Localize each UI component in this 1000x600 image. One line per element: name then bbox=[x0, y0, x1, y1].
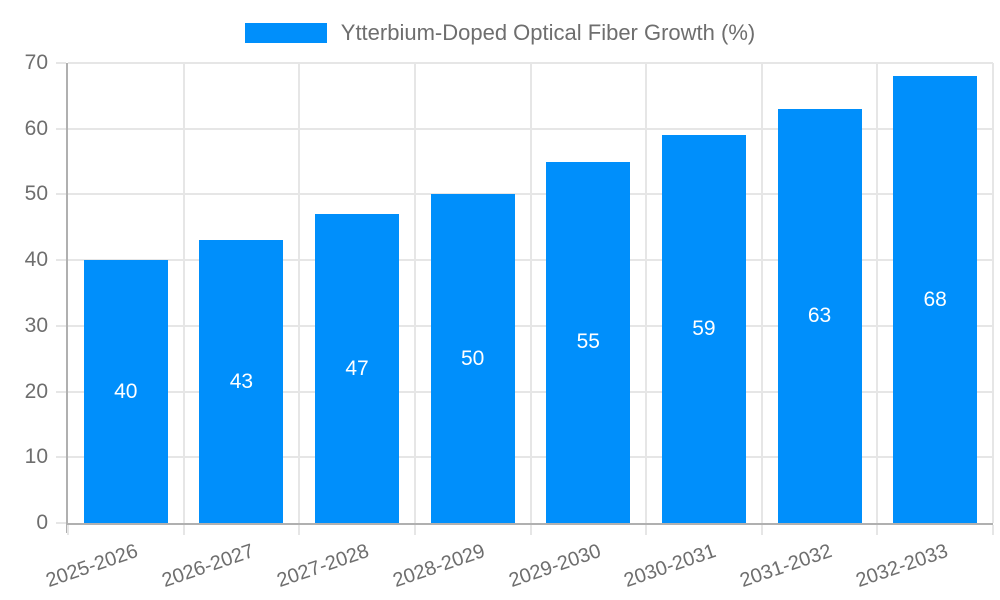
y-axis-tick bbox=[56, 127, 66, 130]
bar[interactable]: 43 bbox=[199, 240, 284, 523]
legend-marker bbox=[244, 23, 327, 43]
y-axis-tick-label: 40 bbox=[24, 248, 48, 272]
y-axis-tick bbox=[56, 193, 66, 196]
bar-value-label: 47 bbox=[345, 356, 369, 380]
y-axis-tick-label: 0 bbox=[36, 511, 48, 534]
x-axis-tick-label: 2031-2032 bbox=[737, 540, 835, 592]
gridline-vertical bbox=[876, 63, 879, 523]
x-axis-tick-label: 2025-2026 bbox=[43, 540, 141, 592]
legend-label: Ytterbium-Doped Optical Fiber Growth (%) bbox=[340, 20, 756, 45]
x-axis-tick-label: 2030-2031 bbox=[621, 540, 720, 592]
y-axis-tick-label: 10 bbox=[24, 445, 48, 469]
gridline-vertical bbox=[298, 63, 301, 523]
y-axis-tick bbox=[56, 390, 66, 393]
x-axis-tick-label: 2029-2030 bbox=[505, 540, 604, 592]
bar-value-label: 55 bbox=[576, 330, 600, 354]
x-axis-tick bbox=[760, 525, 763, 535]
bar[interactable]: 50 bbox=[430, 194, 515, 523]
y-axis-line bbox=[66, 63, 68, 533]
bar[interactable]: 40 bbox=[83, 260, 168, 523]
plot-area: 40 43 47 50 55 59 63 68 bbox=[56, 62, 994, 535]
y-axis-tick-label: 70 bbox=[24, 51, 48, 74]
x-axis-tick bbox=[298, 525, 301, 535]
bar-value-label: 59 bbox=[692, 317, 716, 341]
bar-value-label: 68 bbox=[923, 287, 947, 311]
x-axis-tick bbox=[992, 525, 994, 535]
x-axis-tick bbox=[413, 525, 416, 535]
x-axis-tick bbox=[529, 525, 532, 535]
bar-value-label: 40 bbox=[114, 379, 138, 403]
x-axis-tick-label: 2028-2029 bbox=[390, 540, 488, 592]
bar[interactable]: 59 bbox=[661, 135, 746, 523]
bar-value-label: 63 bbox=[807, 304, 832, 327]
y-axis-tick bbox=[56, 324, 66, 327]
x-axis-tick bbox=[876, 525, 879, 535]
bar[interactable]: 68 bbox=[893, 76, 978, 523]
x-axis-line bbox=[68, 523, 993, 525]
x-axis-tick bbox=[182, 525, 185, 535]
gridline-vertical bbox=[529, 63, 532, 523]
gridline-vertical bbox=[760, 63, 763, 523]
legend[interactable]: Ytterbium-Doped Optical Fiber Growth (%) bbox=[0, 13, 1000, 53]
y-axis-tick-label: 20 bbox=[24, 379, 48, 403]
gridline-vertical bbox=[182, 63, 185, 523]
gridline-vertical bbox=[992, 63, 994, 523]
x-axis-tick bbox=[67, 525, 69, 535]
x-axis-tick-label: 2032-2033 bbox=[852, 540, 951, 592]
y-axis-tick bbox=[56, 62, 66, 64]
y-axis-tick-label: 50 bbox=[24, 182, 48, 206]
bar-value-label: 43 bbox=[229, 369, 254, 393]
y-axis-tick bbox=[56, 456, 66, 459]
x-axis-tick-label: 2026-2027 bbox=[158, 540, 257, 592]
bar[interactable]: 63 bbox=[777, 109, 862, 523]
y-axis-tick bbox=[56, 522, 66, 524]
bar[interactable]: 55 bbox=[546, 161, 631, 523]
x-axis-tick-label: 2027-2028 bbox=[274, 540, 373, 592]
gridline-vertical bbox=[645, 63, 648, 523]
bar-value-label: 50 bbox=[461, 346, 485, 370]
bar[interactable]: 47 bbox=[315, 214, 400, 523]
gridline-vertical bbox=[413, 63, 416, 523]
y-axis-tick-label: 60 bbox=[24, 116, 48, 140]
y-axis-tick bbox=[56, 259, 66, 262]
x-axis-tick bbox=[645, 525, 648, 535]
y-axis-tick-label: 30 bbox=[24, 313, 48, 337]
